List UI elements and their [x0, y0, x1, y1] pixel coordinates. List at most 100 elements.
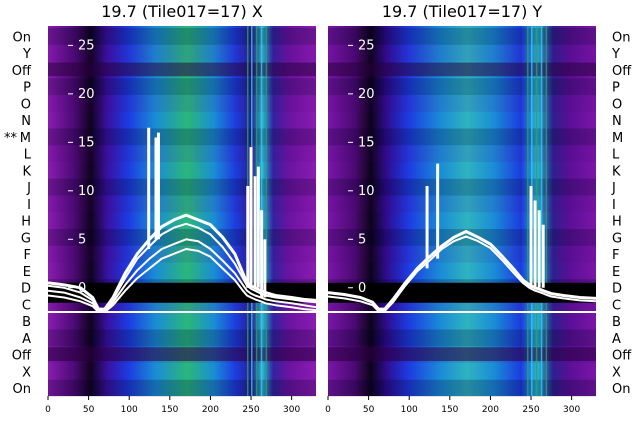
heatmap-columns — [328, 26, 596, 396]
heatmap-columns — [48, 26, 316, 396]
row-label-right: P — [612, 81, 620, 96]
row-band — [328, 44, 596, 62]
row-band — [48, 44, 316, 62]
row-band — [48, 379, 316, 397]
row-band — [328, 178, 596, 196]
row-label-left: Off — [12, 64, 32, 79]
row-band — [328, 162, 596, 179]
row-label-right: K — [612, 164, 621, 179]
trace-line — [327, 230, 597, 311]
row-band — [48, 245, 316, 263]
x-tick-label: 100 — [121, 405, 138, 415]
row-band — [48, 162, 316, 179]
x-tick-label: 250 — [242, 405, 259, 415]
row-band — [48, 112, 316, 129]
y-tick-label: 20 — [78, 87, 95, 102]
row-band — [328, 363, 596, 380]
y-tick-label: 15 — [78, 135, 95, 150]
row-label-right: B — [612, 315, 621, 330]
y-tick-label: 25 — [358, 38, 375, 53]
row-band — [48, 145, 316, 162]
row-label-left: Off — [12, 349, 32, 364]
row-label-left: K — [22, 164, 31, 179]
y-tick-label: 5 — [78, 232, 86, 247]
panel-title: 19.7 (Tile017=17) X — [101, 2, 263, 21]
row-label-left: X — [22, 365, 31, 380]
row-band — [328, 95, 596, 112]
row-band — [328, 128, 596, 146]
row-band — [328, 212, 596, 229]
off-row-band — [48, 62, 316, 77]
row-label-left: Y — [22, 47, 31, 62]
row-label-left: E — [23, 265, 31, 280]
row-label-right: Off — [612, 349, 632, 364]
row-band — [328, 263, 596, 280]
row-label-right: C — [612, 298, 621, 313]
row-band — [48, 263, 316, 280]
row-band — [328, 78, 596, 95]
y-tick-label: 15 — [358, 135, 375, 150]
row-label-left: D — [21, 282, 31, 297]
row-label-left: N — [21, 114, 31, 129]
row-band — [48, 363, 316, 380]
y-tick-label: 0 — [358, 281, 366, 296]
row-label-right: D — [612, 282, 622, 297]
row-label-left: H — [21, 215, 31, 230]
column-streak — [540, 26, 543, 396]
x-tick-label: 200 — [202, 405, 219, 415]
column-streak — [265, 26, 268, 396]
y-tick-label: 5 — [358, 232, 366, 247]
row-band — [48, 329, 316, 347]
row-band — [48, 212, 316, 229]
x-tick-label: 50 — [83, 405, 95, 415]
x-tick-label: 0 — [45, 405, 51, 415]
row-label-right: X — [612, 365, 621, 380]
row-label-right: E — [612, 265, 620, 280]
row-band — [328, 379, 596, 397]
trace-line — [47, 248, 317, 313]
x-tick-label: 200 — [482, 405, 499, 415]
y-tick-label: 20 — [358, 87, 375, 102]
row-band — [328, 329, 596, 347]
row-label-right: A — [612, 332, 621, 347]
x-tick-label: 300 — [283, 405, 300, 415]
row-band — [328, 245, 596, 263]
row-label-right: O — [612, 97, 622, 112]
row-label-right: Off — [612, 64, 632, 79]
row-label-right: L — [612, 148, 620, 163]
column-streak — [535, 26, 538, 396]
trace-line — [327, 235, 597, 312]
row-label-right: G — [612, 231, 622, 246]
y-tick-label: 10 — [78, 184, 95, 199]
x-tick-label: 50 — [363, 405, 375, 415]
row-band — [48, 128, 316, 146]
row-label-left: P — [23, 81, 31, 96]
x-tick-label: 150 — [161, 405, 178, 415]
row-label-right: Y — [611, 47, 620, 62]
row-band — [328, 28, 596, 45]
column-streak — [255, 26, 258, 396]
x-tick-label: 150 — [441, 405, 458, 415]
x-tick-label: 100 — [401, 405, 418, 415]
off-row-band — [48, 347, 316, 361]
row-label-right: H — [612, 215, 622, 230]
column-streak — [545, 26, 548, 396]
y-tick-label: 0 — [78, 281, 86, 296]
row-label-right: On — [612, 382, 630, 397]
row-band — [328, 195, 596, 213]
row-band — [328, 145, 596, 162]
marked-row-indicator: ** — [4, 131, 18, 146]
y-tick-label: 10 — [358, 184, 375, 199]
row-band — [48, 229, 316, 246]
row-label-right: N — [612, 114, 622, 129]
row-label-left: B — [22, 315, 31, 330]
row-label-left: I — [27, 198, 31, 213]
row-band — [48, 313, 316, 330]
row-band — [48, 28, 316, 45]
row-label-left: L — [24, 148, 32, 163]
row-label-left: F — [24, 248, 31, 263]
row-band — [48, 95, 316, 112]
